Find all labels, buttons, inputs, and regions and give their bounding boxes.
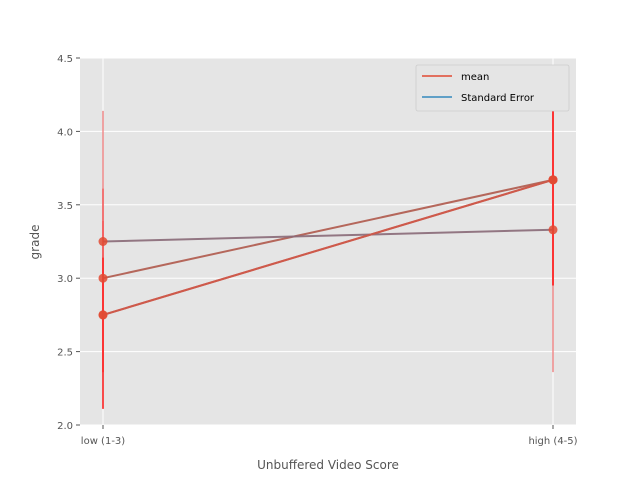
y-tick-label: 4.0 — [57, 127, 73, 138]
y-ticks: 2.0 2.5 3.0 3.5 4.0 4.5 — [57, 54, 80, 432]
y-tick-label: 3.5 — [57, 201, 73, 212]
y-tick-label: 3.0 — [57, 274, 73, 285]
y-axis-label: grade — [28, 225, 42, 260]
y-tick-label: 4.5 — [57, 54, 73, 65]
plot-background — [80, 58, 576, 425]
series-line — [102, 178, 554, 316]
y-tick-label: 2.0 — [57, 421, 73, 432]
data-point — [98, 273, 108, 283]
x-axis-label: Unbuffered Video Score — [257, 458, 399, 472]
legend-box — [415, 64, 570, 112]
data-point — [98, 310, 108, 320]
y-tick-label: 2.5 — [57, 348, 73, 359]
series-line — [102, 228, 554, 243]
x-tick-label: low (1-3) — [81, 436, 125, 447]
x-ticks: low (1-3) high (4-5) — [81, 425, 578, 447]
data-point — [548, 225, 558, 235]
legend-label-standard-error: Standard Error — [461, 93, 535, 104]
legend-label-mean: mean — [461, 72, 489, 83]
data-point — [98, 237, 108, 246]
data-point — [548, 175, 558, 185]
x-tick-label: high (4-5) — [528, 436, 577, 447]
series — [98, 74, 558, 409]
legend: mean Standard Error — [415, 64, 570, 112]
series-line — [102, 178, 554, 280]
